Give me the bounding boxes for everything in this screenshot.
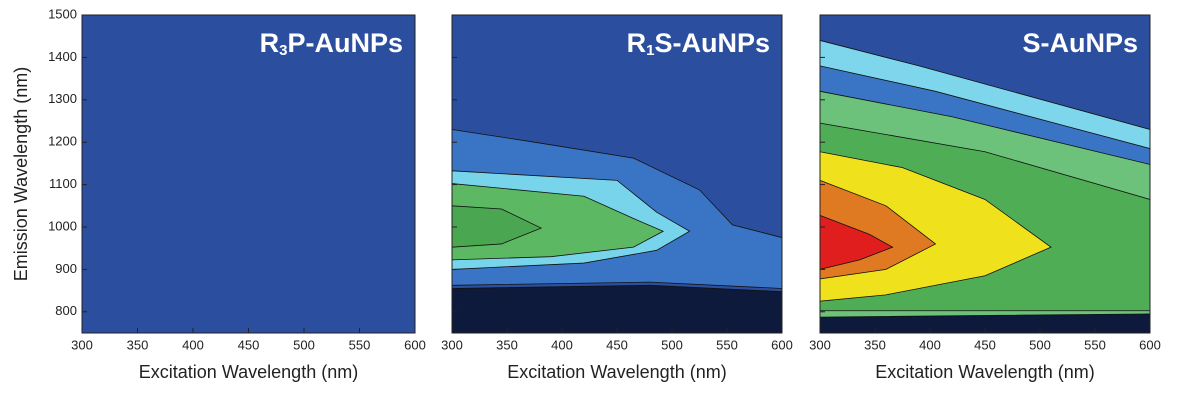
x-tick-label: 400 [551,337,573,352]
title-part: S-AuNPs [1022,28,1138,58]
x-tick-label: 550 [716,337,738,352]
x-tick-label: 300 [809,337,831,352]
panel: S-AuNPs 300 350 400 450 500 550 600 Excitation W… [809,14,1161,382]
x-tick-label: 500 [661,337,683,352]
panel: R3P-AuNPs 300 350 400 450 500 550 600 Excitation… [11,6,426,381]
panel: R1S-AuNPs 300 350 400 450 500 550 600 Excitation… [441,14,793,382]
plot-background [82,15,415,333]
y-tick-label: 900 [55,261,77,276]
x-tick-label: 550 [1084,337,1106,352]
title-part: P-AuNPs [287,28,403,58]
title-part: R [627,28,647,58]
x-tick-label: 350 [864,337,886,352]
x-axis-label: Excitation Wavelength (nm) [875,362,1094,382]
panel-title: R3P-AuNPs [260,28,403,59]
x-tick-label: 450 [238,337,260,352]
x-tick-label: 300 [441,337,463,352]
x-tick-label: 350 [127,337,149,352]
x-tick-label: 300 [71,337,93,352]
y-tick-label: 1100 [49,176,77,191]
contour-region [451,284,783,334]
title-part: 3 [279,42,287,59]
x-tick-label: 500 [1029,337,1051,352]
y-tick-label: 1400 [48,49,77,64]
panel-title: S-AuNPs [1022,28,1138,58]
title-part: R [260,28,280,58]
x-tick-label: 550 [349,337,371,352]
y-tick-label: 800 [55,303,77,318]
title-part: 1 [646,42,654,59]
panel-title: R1S-AuNPs [627,28,770,59]
title-part: S-AuNPs [654,28,770,58]
x-tick-label: 400 [919,337,941,352]
y-tick-label: 1000 [48,218,77,233]
x-tick-label: 600 [1139,337,1161,352]
x-tick-label: 350 [496,337,518,352]
x-tick-label: 500 [293,337,315,352]
x-tick-label: 600 [771,337,793,352]
x-axis-label: Excitation Wavelength (nm) [139,362,358,382]
y-tick-label: 1200 [48,134,77,149]
x-tick-label: 450 [606,337,628,352]
y-tick-label: 1500 [48,6,77,21]
x-tick-label: 450 [974,337,996,352]
x-tick-label: 600 [404,337,426,352]
y-axis-label: Emission Wavelength (nm) [11,67,31,281]
y-tick-label: 1300 [48,91,77,106]
x-axis-label: Excitation Wavelength (nm) [507,362,726,382]
x-tick-label: 400 [182,337,204,352]
